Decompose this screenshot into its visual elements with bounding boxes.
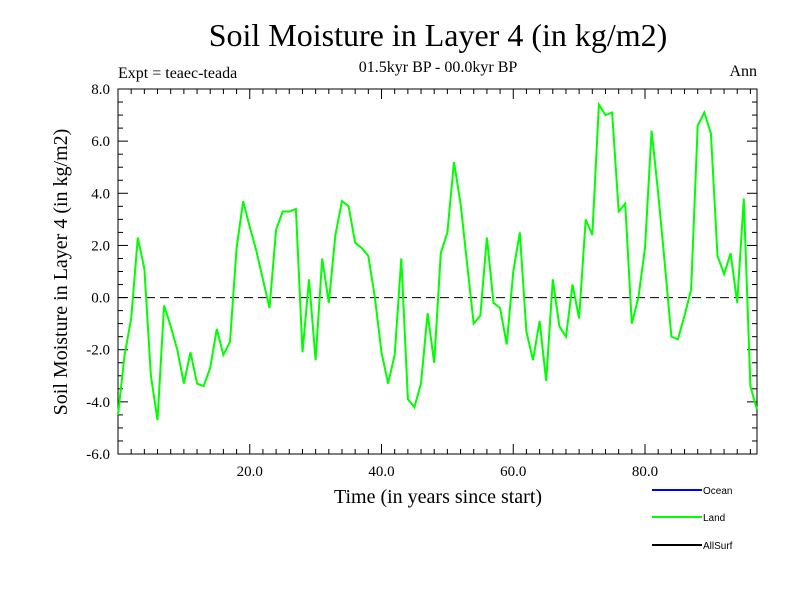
y-axis-label: Soil Moisture in Layer 4 (in kg/m2) — [50, 129, 72, 416]
x-tick-label: 20.0 — [237, 464, 263, 480]
chart-title: Soil Moisture in Layer 4 (in kg/m2) — [209, 17, 668, 53]
y-axis-ticks — [118, 88, 757, 455]
y-axis-tick-labels: -6.0 -4.0 -2.0 0.0 2.0 4.0 6.0 8.0 — [86, 82, 110, 463]
season-label: Ann — [729, 63, 757, 80]
series-line-land — [117, 101, 758, 421]
y-tick-label: 6.0 — [91, 134, 110, 150]
y-tick-label: -6.0 — [86, 447, 110, 463]
x-tick-label: 40.0 — [368, 464, 394, 480]
x-axis-label: Time (in years since start) — [334, 486, 542, 508]
x-tick-label: 60.0 — [500, 464, 526, 480]
x-tick-label: 80.0 — [632, 464, 658, 480]
experiment-label: Expt = teaec-teada — [118, 65, 237, 82]
y-tick-label: 0.0 — [91, 291, 110, 307]
legend-label-ocean: Ocean — [703, 486, 732, 497]
legend-label-allsurf: AllSurf — [703, 541, 733, 552]
legend-label-land: Land — [703, 513, 725, 524]
x-axis-tick-labels: 20.0 40.0 60.0 80.0 — [237, 464, 659, 480]
y-tick-label: 8.0 — [91, 82, 110, 98]
y-tick-label: -4.0 — [86, 395, 110, 411]
x-axis-ticks — [130, 89, 751, 454]
y-tick-label: -2.0 — [86, 343, 110, 359]
plot-frame — [117, 88, 758, 455]
legend: Ocean Land AllSurf — [652, 486, 733, 552]
chart-subtitle: 01.5kyr BP - 00.0kyr BP — [359, 59, 518, 76]
y-tick-label: 2.0 — [91, 238, 110, 254]
y-tick-label: 4.0 — [91, 186, 110, 202]
